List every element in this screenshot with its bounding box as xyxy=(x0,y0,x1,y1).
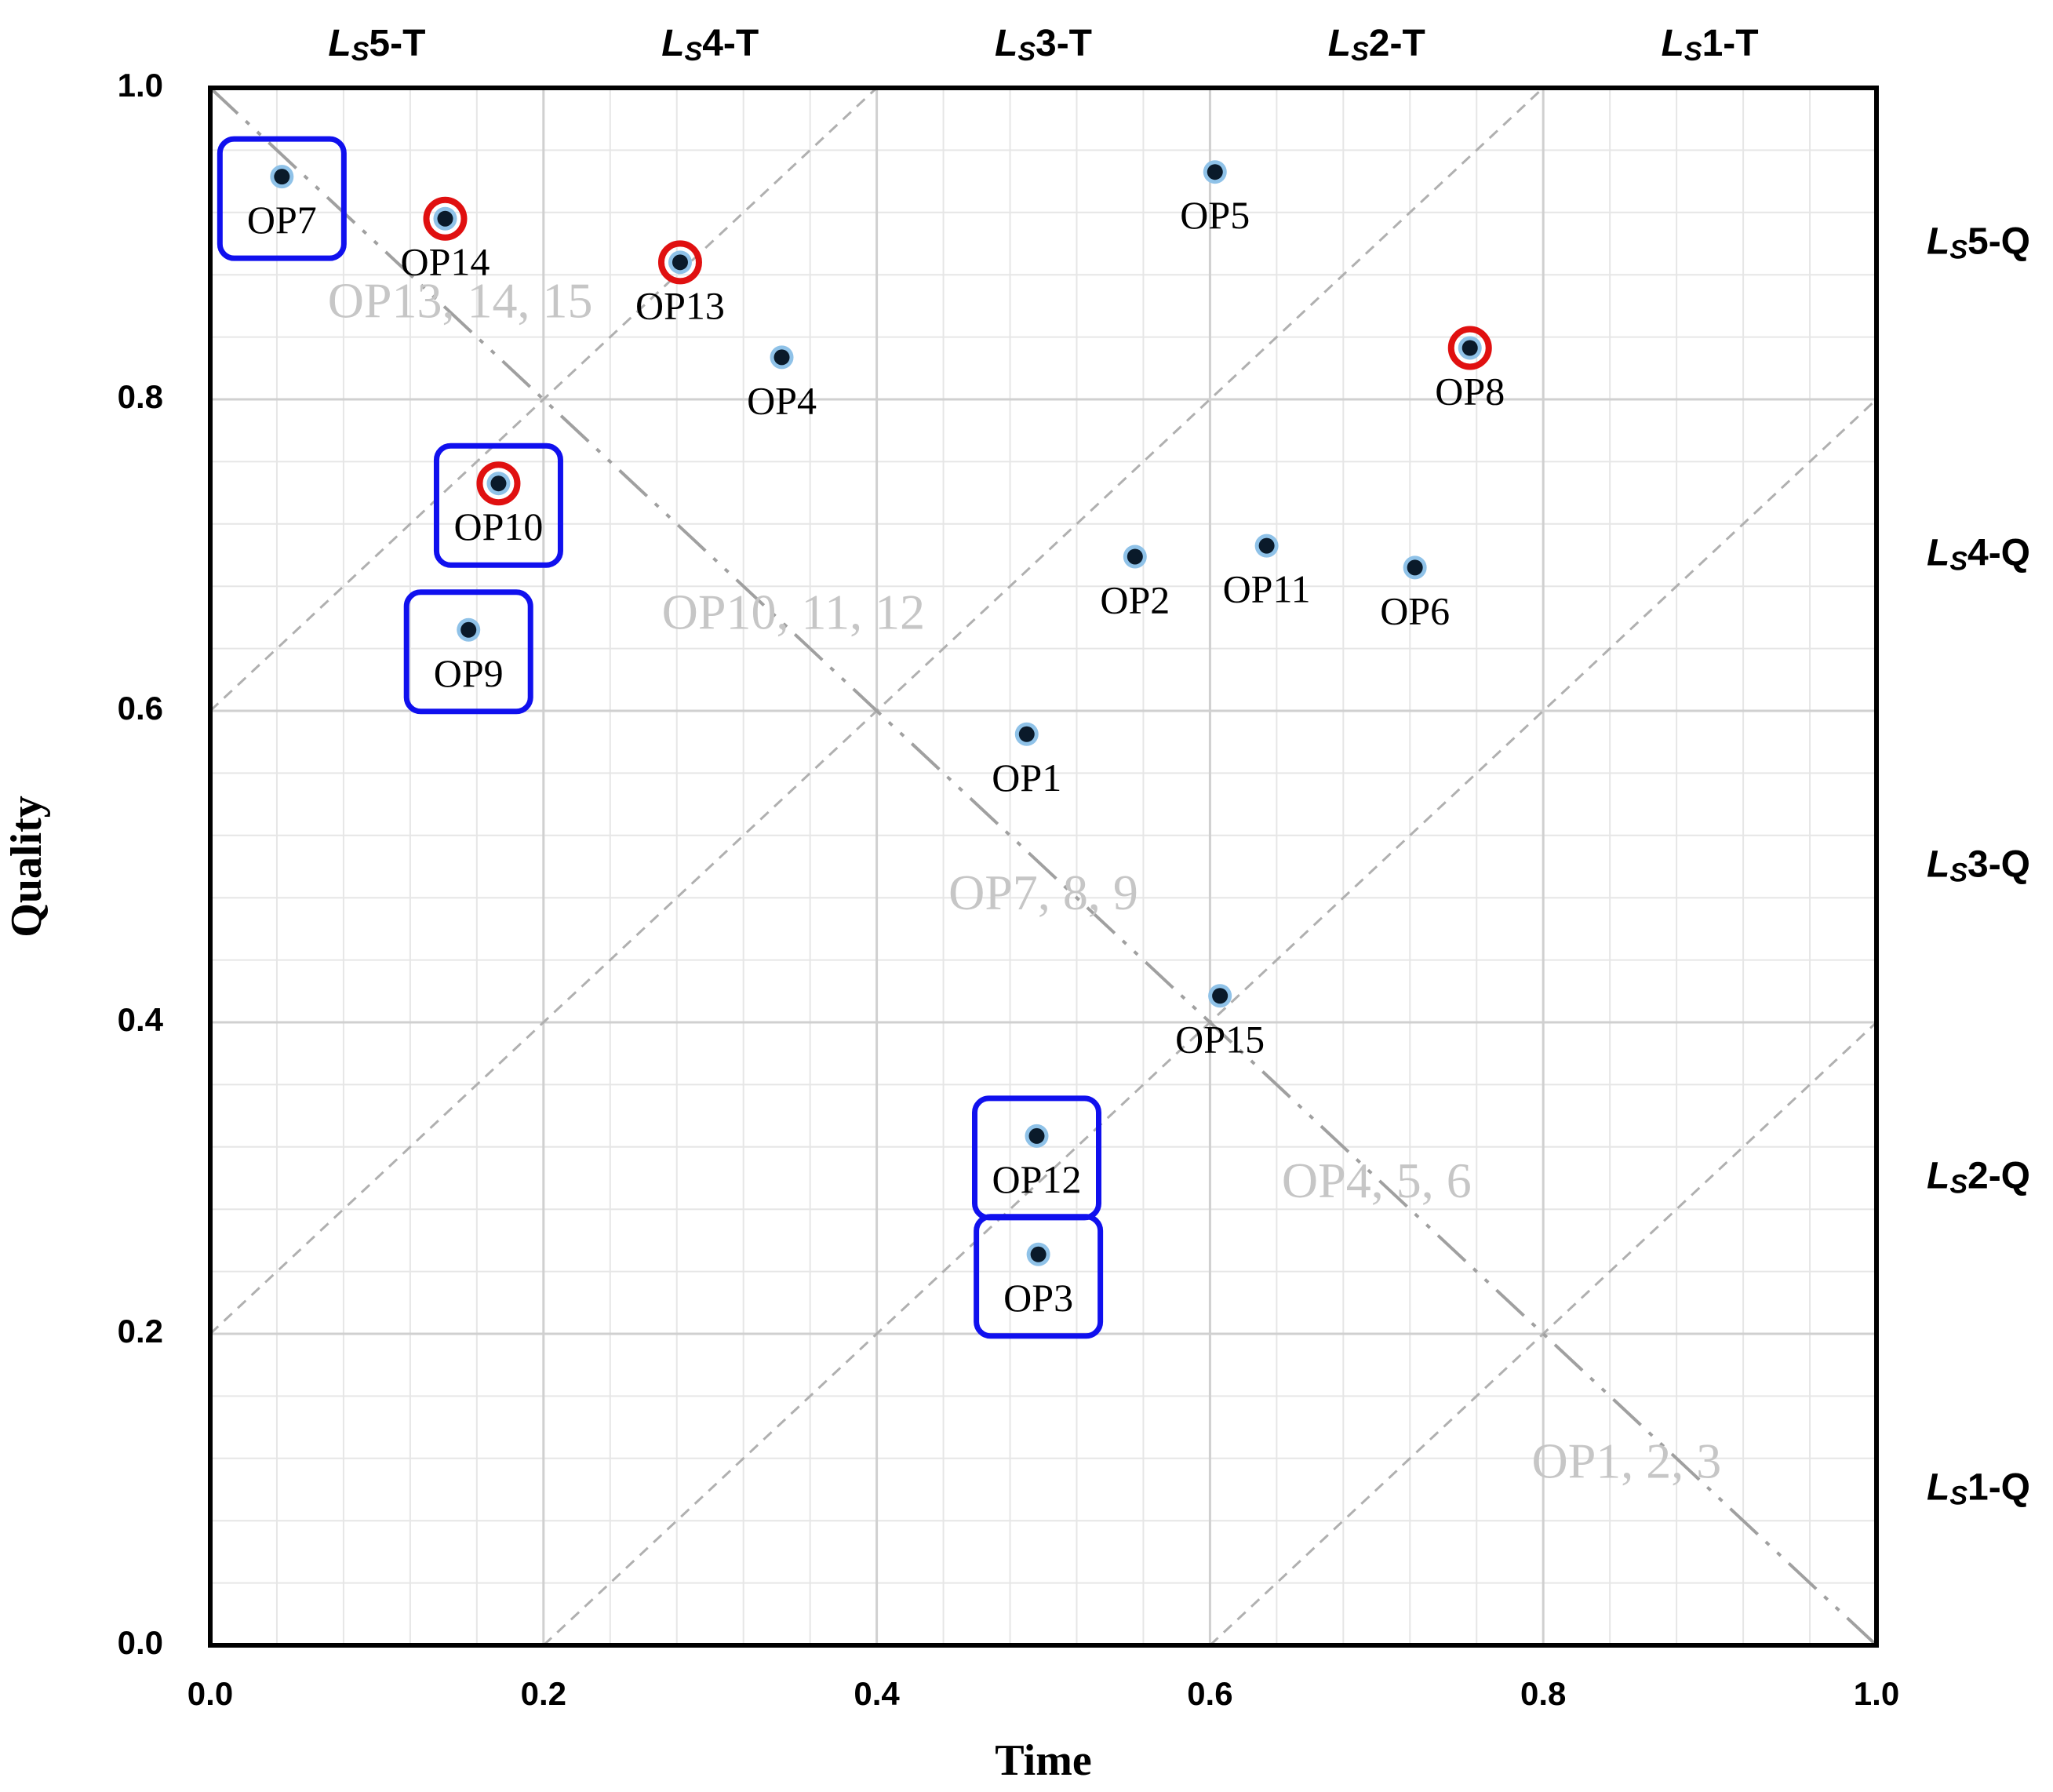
data-point xyxy=(437,210,453,227)
top-level-label: LS1-T xyxy=(1662,23,1759,67)
region-labels-layer: OP13, 14, 15 OP10, 11, 12 OP7, 8, 9 OP4, 5,… xyxy=(328,273,1722,1489)
anti-diagonal-line xyxy=(209,86,1878,1647)
region-label: OP1, 2, 3 xyxy=(1531,1433,1721,1488)
data-point xyxy=(1407,559,1423,576)
highlight-circle xyxy=(476,461,521,506)
data-point-label: OP4 xyxy=(747,378,817,422)
y-tick-label: 0.4 xyxy=(118,1001,164,1038)
highlight-box xyxy=(972,1095,1102,1221)
right-level-label: LS4-Q xyxy=(1927,532,2030,576)
x-tick-label: 0.4 xyxy=(854,1675,900,1712)
data-point xyxy=(1127,548,1143,565)
data-point xyxy=(1018,726,1035,742)
top-level-label: LS2-T xyxy=(1328,23,1425,67)
data-point-label: OP6 xyxy=(1380,588,1450,632)
grid-layer xyxy=(210,88,1876,1645)
data-point-label: OP5 xyxy=(1180,193,1250,237)
data-point-label: OP1 xyxy=(992,756,1061,799)
top-level-label: LS5-T xyxy=(328,23,425,67)
data-points-layer: OP1 OP2 OP3 OP4 OP5 OP6 OP7 OP8 OP9 OP10 OP11 OP12 O… xyxy=(217,136,1505,1339)
y-axis-title: Quality xyxy=(2,796,51,937)
top-level-label: LS4-T xyxy=(661,23,759,67)
highlight-box xyxy=(433,443,563,568)
diagonal-lines-layer xyxy=(209,86,1878,1647)
data-point xyxy=(774,349,790,366)
data-point xyxy=(1030,1246,1047,1262)
data-point-label: OP11 xyxy=(1223,567,1311,611)
y-tick-label: 1.0 xyxy=(118,67,163,104)
data-point xyxy=(490,475,507,492)
data-point xyxy=(1028,1127,1045,1144)
y-tick-label: 0.8 xyxy=(118,378,163,415)
x-tick-label: 0.0 xyxy=(187,1675,233,1712)
region-label: OP7, 8, 9 xyxy=(948,865,1138,920)
region-label: OP13, 14, 15 xyxy=(328,273,593,329)
right-level-label: LS3-Q xyxy=(1927,843,2030,887)
top-level-label: LS3-T xyxy=(995,23,1092,67)
data-point-label: OP8 xyxy=(1435,369,1505,413)
data-point-label: OP2 xyxy=(1100,577,1170,621)
y-tick-label: 0.2 xyxy=(118,1313,163,1349)
y-tick-label: 0.0 xyxy=(118,1624,163,1661)
data-point xyxy=(1258,537,1275,554)
diagonal-level-line xyxy=(209,86,878,712)
data-point-label: OP7 xyxy=(247,198,317,242)
highlight-circle xyxy=(1447,326,1492,370)
data-point-label: OP15 xyxy=(1175,1017,1265,1061)
right-level-label: LS1-Q xyxy=(1927,1466,2030,1510)
data-point-label: OP9 xyxy=(434,651,504,695)
diagonal-level-line xyxy=(1209,1021,1878,1647)
data-point xyxy=(274,169,290,185)
x-tick-label: 0.6 xyxy=(1187,1675,1232,1712)
data-point xyxy=(460,621,477,638)
data-point-label: OP3 xyxy=(1003,1276,1073,1320)
region-label: OP4, 5, 6 xyxy=(1282,1153,1472,1208)
plot-frame xyxy=(208,86,1879,1648)
data-point-label: OP10 xyxy=(453,504,543,548)
x-tick-label: 0.8 xyxy=(1520,1675,1566,1712)
data-point-label: OP14 xyxy=(401,240,490,284)
tick-labels-layer: 0.0 0.2 0.4 0.6 0.8 1.0 0.0 0.2 0.4 0.6 0.8 1.0 xyxy=(118,67,1900,1712)
x-tick-label: 1.0 xyxy=(1854,1675,1899,1712)
data-point xyxy=(1207,164,1223,180)
level-labels-layer: LS5-T LS4-T LS3-T LS2-T LS1-T LS5-Q LS4-Q LS3-Q… xyxy=(328,23,2030,1511)
axis-titles-layer: Time Quality xyxy=(2,796,1092,1785)
data-point xyxy=(1461,340,1478,356)
highlight-box xyxy=(403,589,533,715)
highlight-circle xyxy=(657,240,702,285)
region-label: OP10, 11, 12 xyxy=(662,585,925,640)
data-point xyxy=(1212,988,1229,1004)
x-tick-label: 0.2 xyxy=(521,1675,566,1712)
data-point xyxy=(672,254,688,271)
data-point-label: OP13 xyxy=(635,283,725,327)
x-axis-title: Time xyxy=(995,1736,1091,1785)
right-level-label: LS5-Q xyxy=(1927,220,2030,264)
right-level-label: LS2-Q xyxy=(1927,1155,2030,1199)
plot-frame-layer xyxy=(208,86,1879,1648)
data-point-label: OP12 xyxy=(992,1157,1082,1201)
highlight-circle xyxy=(423,196,468,241)
y-tick-label: 0.6 xyxy=(118,690,163,727)
highlight-box xyxy=(217,136,347,261)
